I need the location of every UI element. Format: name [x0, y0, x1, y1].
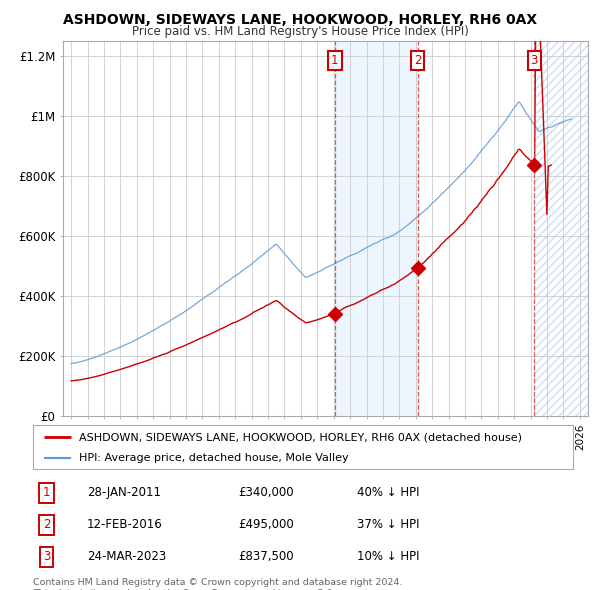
Text: £495,000: £495,000 — [238, 518, 294, 532]
Bar — [335, 41, 418, 416]
Text: ASHDOWN, SIDEWAYS LANE, HOOKWOOD, HORLEY, RH6 0AX (detached house): ASHDOWN, SIDEWAYS LANE, HOOKWOOD, HORLEY… — [79, 432, 522, 442]
Text: HPI: Average price, detached house, Mole Valley: HPI: Average price, detached house, Mole… — [79, 453, 349, 463]
Text: 3: 3 — [43, 550, 50, 563]
Text: 28-JAN-2011: 28-JAN-2011 — [87, 486, 161, 499]
Text: 24-MAR-2023: 24-MAR-2023 — [87, 550, 166, 563]
Text: Contains HM Land Registry data © Crown copyright and database right 2024.
This d: Contains HM Land Registry data © Crown c… — [33, 578, 403, 590]
Text: 2: 2 — [43, 518, 50, 532]
Text: £837,500: £837,500 — [238, 550, 294, 563]
Text: ASHDOWN, SIDEWAYS LANE, HOOKWOOD, HORLEY, RH6 0AX: ASHDOWN, SIDEWAYS LANE, HOOKWOOD, HORLEY… — [63, 13, 537, 27]
Text: 37% ↓ HPI: 37% ↓ HPI — [357, 518, 419, 532]
Text: 2: 2 — [414, 54, 421, 67]
Text: Price paid vs. HM Land Registry's House Price Index (HPI): Price paid vs. HM Land Registry's House … — [131, 25, 469, 38]
Text: 1: 1 — [331, 54, 338, 67]
Text: 12-FEB-2016: 12-FEB-2016 — [87, 518, 163, 532]
Bar — [534, 41, 588, 416]
Text: 40% ↓ HPI: 40% ↓ HPI — [357, 486, 419, 499]
Text: 3: 3 — [530, 54, 538, 67]
Text: 10% ↓ HPI: 10% ↓ HPI — [357, 550, 419, 563]
Text: £340,000: £340,000 — [238, 486, 294, 499]
Text: 1: 1 — [43, 486, 50, 499]
